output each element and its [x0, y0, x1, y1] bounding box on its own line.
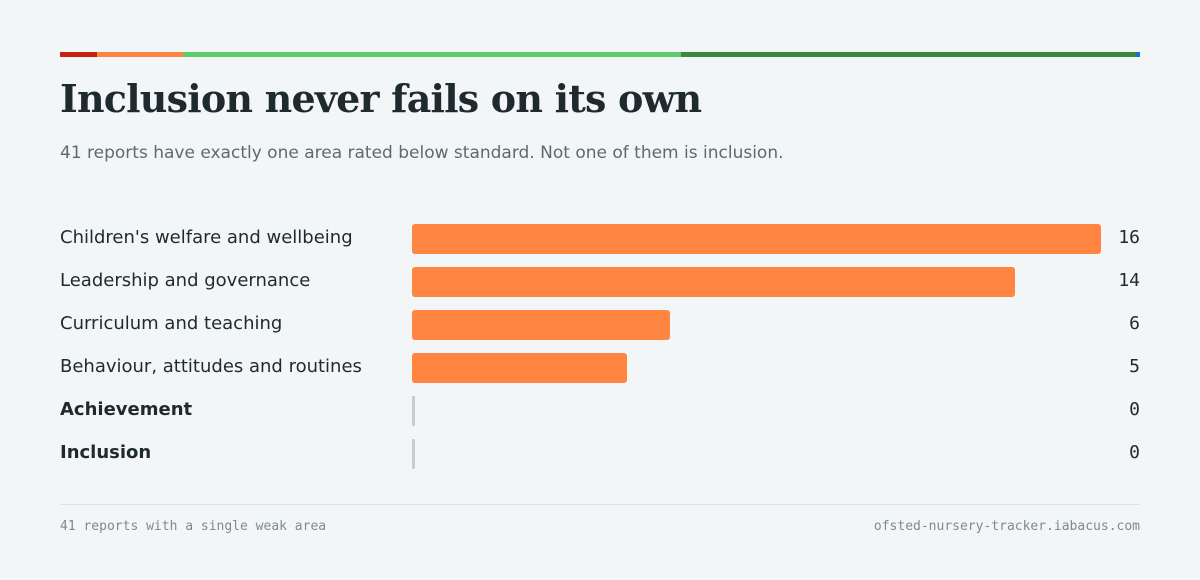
- footer-source: ofsted-nursery-tracker.iabacus.com: [873, 519, 1140, 534]
- bar: [412, 224, 1101, 254]
- rating-strip-dark-green-segment: [681, 52, 1136, 57]
- bar: [412, 310, 671, 340]
- bar-value-label: 6: [1129, 313, 1140, 334]
- category-label: Achievement: [60, 399, 193, 420]
- bar-track: [412, 267, 1101, 297]
- category-label: Children's welfare and wellbeing: [60, 227, 353, 248]
- chart-row: Inclusion 0: [60, 437, 1140, 469]
- rating-strip-light-green-segment: [183, 52, 681, 57]
- bar-value-label: 0: [1129, 442, 1140, 463]
- bar: [412, 396, 415, 426]
- bar: [412, 267, 1015, 297]
- rating-color-strip: [60, 52, 1140, 57]
- chart-row: Leadership and governance 14: [60, 265, 1140, 297]
- bar-value-label: 16: [1118, 227, 1140, 248]
- bar-track: [412, 310, 1101, 340]
- category-label: Behaviour, attitudes and routines: [60, 356, 362, 377]
- bar-value-label: 0: [1129, 399, 1140, 420]
- chart-row: Behaviour, attitudes and routines 5: [60, 351, 1140, 383]
- bar-value-label: 5: [1129, 356, 1140, 377]
- chart-subtitle: 41 reports have exactly one area rated b…: [60, 143, 784, 163]
- chart-row: Curriculum and teaching 6: [60, 308, 1140, 340]
- category-label: Leadership and governance: [60, 270, 311, 291]
- chart-title: Inclusion never fails on its own: [60, 76, 702, 121]
- bar-track: [412, 353, 1101, 383]
- footer-note: 41 reports with a single weak area: [60, 519, 327, 534]
- bar-track: [412, 396, 1101, 426]
- footer-divider: [60, 504, 1140, 505]
- chart-row: Children's welfare and wellbeing 16: [60, 222, 1140, 254]
- bar-value-label: 14: [1118, 270, 1140, 291]
- bar-track: [412, 439, 1101, 469]
- rating-strip-red-segment: [60, 52, 97, 57]
- bar-chart: Children's welfare and wellbeing 16 Leader…: [60, 222, 1140, 482]
- category-label: Curriculum and teaching: [60, 313, 283, 334]
- rating-strip-orange-segment: [97, 52, 183, 57]
- category-label: Inclusion: [60, 442, 152, 463]
- bar: [412, 353, 628, 383]
- bar-track: [412, 224, 1101, 254]
- chart-row: Achievement 0: [60, 394, 1140, 426]
- bar: [412, 439, 415, 469]
- rating-strip-blue-segment: [1136, 52, 1140, 57]
